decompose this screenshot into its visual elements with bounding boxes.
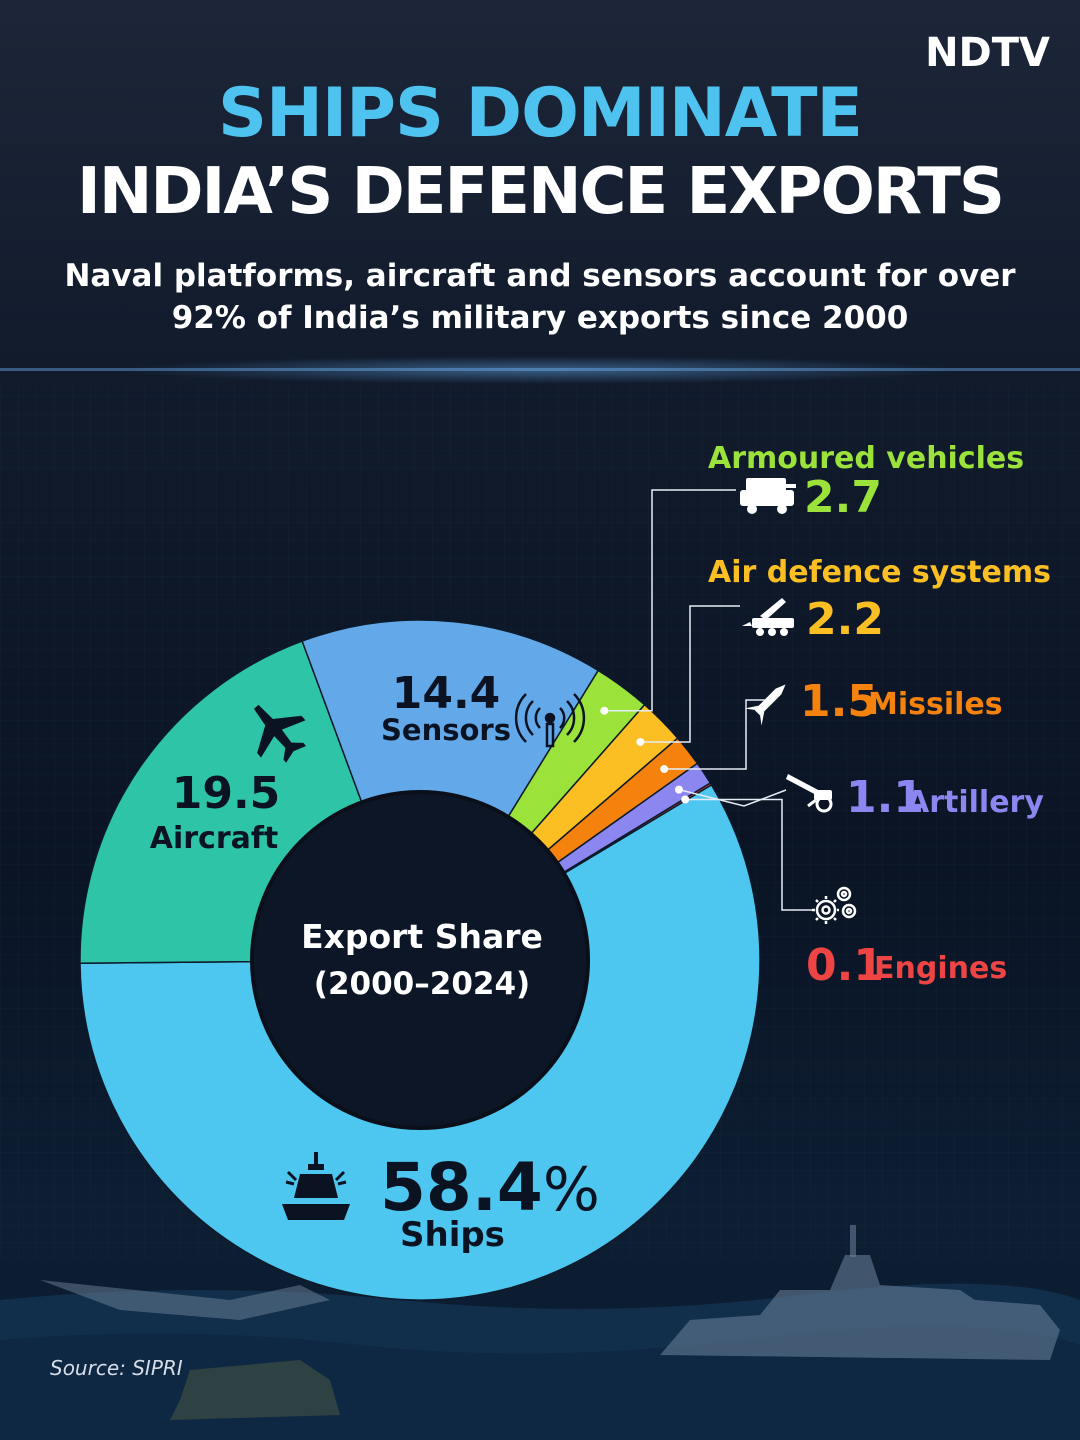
leader-line-armoured — [604, 489, 736, 712]
air-defence-label: Air defence systems — [708, 555, 1051, 590]
armoured-vehicle-icon — [740, 478, 796, 514]
ships-value: 58.4 — [380, 1149, 543, 1226]
page-title-line2: INDIA’S DEFENCE EXPORTS — [77, 155, 1005, 229]
center-label-line1: Export Share — [301, 917, 543, 956]
leader-line-artillery — [678, 788, 787, 807]
engines-value: 0.1 — [806, 940, 884, 991]
leader-dot-artillery — [674, 785, 683, 794]
subtitle-line2: 92% of India’s military exports since 20… — [171, 299, 909, 336]
air-defence-value: 2.2 — [806, 594, 884, 645]
fighter-jet-icon — [253, 704, 307, 763]
leader-dot-engines — [681, 795, 690, 804]
donut-hole — [250, 790, 590, 1130]
radar-antenna-icon — [514, 693, 586, 748]
missiles-value: 1.5 — [800, 676, 878, 727]
page-title-line1: SHIPS DOMINATE — [218, 74, 863, 153]
leader-line-air_defence — [640, 605, 740, 743]
leader-dot-air_defence — [636, 737, 645, 746]
source-note: Source: SIPRI — [50, 1356, 183, 1380]
svg-text:58.4%: 58.4% — [380, 1149, 600, 1226]
leader-line-missiles — [664, 699, 766, 770]
artillery-value: 1.1 — [846, 772, 924, 823]
subtitle: Naval platforms, aircraft and sensors ac… — [40, 256, 1040, 340]
leader-lines — [600, 489, 814, 911]
center-label-line2: (2000–2024) — [314, 966, 530, 1002]
missiles-label: Missiles — [868, 687, 1003, 722]
missile-icon — [744, 684, 786, 726]
engine-gears-icon — [812, 886, 857, 924]
missile-launcher-icon — [742, 598, 794, 636]
sensors-value: 14.4 — [392, 668, 501, 719]
aircraft-value: 19.5 — [172, 768, 281, 819]
aircraft-label: Aircraft — [150, 821, 279, 856]
armoured-label: Armoured vehicles — [708, 441, 1024, 476]
percent-sign: % — [543, 1155, 600, 1225]
ships-label: Ships — [400, 1215, 505, 1255]
sensors-label: Sensors — [381, 713, 511, 747]
subtitle-line1: Naval platforms, aircraft and sensors ac… — [64, 258, 1016, 294]
artillery-gun-icon — [786, 774, 833, 813]
ndtv-logo: NDTV — [925, 30, 1050, 76]
armoured-value: 2.7 — [804, 472, 882, 523]
warship-icon — [282, 1152, 350, 1220]
leader-line-engines — [685, 798, 814, 911]
leader-dot-armoured — [600, 706, 609, 715]
artillery-label: Artillery — [906, 785, 1044, 820]
leader-dot-missiles — [660, 765, 669, 774]
engines-label: Engines — [874, 951, 1007, 986]
